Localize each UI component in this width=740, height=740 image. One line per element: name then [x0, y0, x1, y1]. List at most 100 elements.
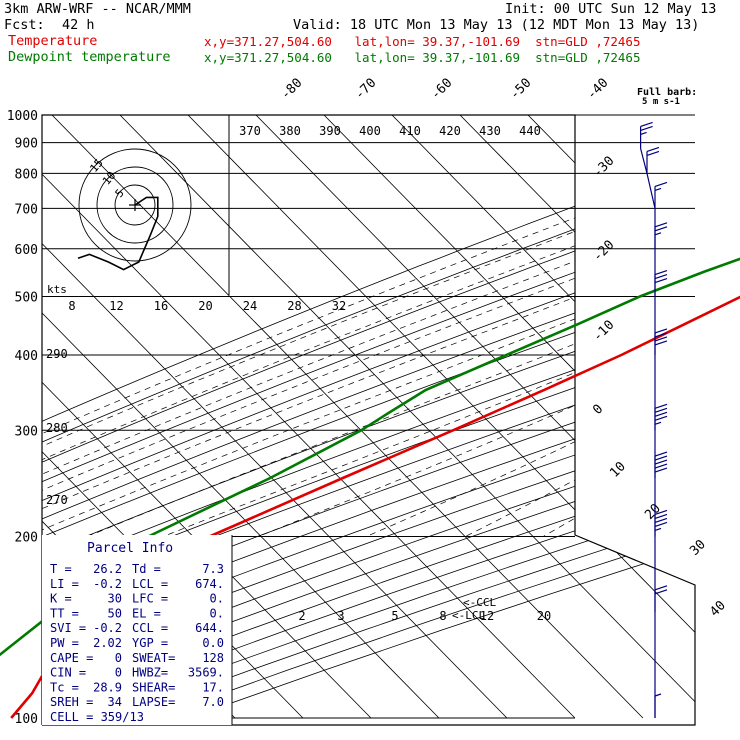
isotherm-label: 0 — [590, 402, 606, 418]
parcel-row: K = 30 LFC = 0. — [50, 592, 224, 606]
parcel-cell: 17. — [202, 680, 224, 694]
wind-barbs — [639, 121, 668, 718]
wind-barb-halfflag — [654, 693, 662, 697]
low-mixing-ratio-label: 5 — [391, 609, 398, 623]
parcel-cell: 30 — [108, 592, 122, 606]
wind-barb-flag — [654, 328, 668, 334]
parcel-cell: 50 — [108, 606, 122, 620]
parcel-cell: -0.2 — [93, 621, 122, 635]
theta-label: 410 — [399, 124, 421, 138]
parcel-cell: PW = — [50, 636, 79, 650]
wind-barb — [654, 693, 662, 718]
parcel-cell: EL = — [132, 606, 161, 620]
isotherm-line — [527, 115, 695, 719]
hodograph-ring — [96, 166, 174, 244]
parcel-cell: 0.0 — [202, 636, 224, 650]
wind-barb-flag — [654, 269, 668, 276]
wind-barb-flag — [654, 332, 668, 338]
low-mixing-ratio-label: 8 — [439, 609, 446, 623]
mixing-ratio-label: 20 — [198, 299, 212, 313]
wind-barb-flag — [654, 455, 668, 461]
pressure-label-700: 700 — [15, 202, 38, 217]
isotherm-line — [595, 115, 695, 719]
wind-barb-halfflag — [654, 421, 662, 425]
theta-label: 440 — [519, 124, 541, 138]
parcel-cell: 7.3 — [202, 562, 224, 576]
parcel-row: SREH = 34 LAPSE= 7.0 — [50, 695, 224, 709]
dry-adiabat — [42, 115, 695, 719]
wind-barb-halfflag — [654, 187, 662, 191]
wind-barb-flag — [646, 150, 660, 157]
pressure-label-500: 500 — [15, 291, 38, 306]
parcel-cell: 0 — [115, 666, 122, 680]
wind-barb — [654, 222, 668, 249]
parcel-cell: 26.2 — [93, 562, 122, 576]
dry-adiabat — [42, 115, 695, 719]
parcel-cell: T = — [50, 562, 72, 576]
theta-label: 380 — [279, 124, 301, 138]
wind-barb — [654, 451, 668, 479]
pressure-label-800: 800 — [15, 167, 38, 182]
wind-barb-flag — [654, 403, 668, 409]
moist-adiabat — [258, 115, 695, 537]
wind-barb-flag — [654, 226, 668, 232]
model-title: 3km ARW-WRF -- NCAR/MMM — [4, 1, 191, 17]
wind-barb-flag — [654, 459, 668, 465]
pressure-label-1000: 1000 — [7, 109, 38, 124]
wind-barb-flag — [654, 451, 668, 457]
parcel-cell: SHEAR= — [132, 680, 175, 694]
low-mixing-ratio-label: 2 — [298, 609, 305, 623]
lcl-marker: <-LCL — [452, 609, 485, 622]
parcel-row: Tc = 28.9 SHEAR= 17. — [50, 680, 224, 694]
isotherm-label: 40 — [707, 598, 729, 620]
parcel-cell: TT = — [50, 606, 79, 620]
isotherm-label: -50 — [507, 76, 534, 103]
isotherm-line — [187, 115, 695, 719]
dry-adiabat — [42, 115, 695, 719]
pressure-label-600: 600 — [15, 243, 38, 258]
dry-adiabat — [42, 115, 695, 719]
parcel-cell: SREH = — [50, 695, 93, 709]
parcel-row: PW = 2.02 YGP = 0.0 — [50, 636, 224, 650]
pressure-label-900: 900 — [15, 137, 38, 152]
wind-barb-flag — [654, 273, 668, 280]
legend-temperature-location: x,y=371.27,504.60 lat,lon= 39.37,-101.69… — [204, 34, 641, 49]
wind-barb-flag — [654, 181, 668, 187]
parcel-cell: 0 — [115, 651, 122, 665]
isotherm-label: -30 — [590, 154, 617, 181]
wind-barb-flag — [654, 521, 668, 528]
wind-barb-flag — [654, 336, 668, 342]
isotherm-label: -60 — [428, 76, 455, 103]
wind-barb — [654, 403, 668, 431]
dry-adiabat — [188, 115, 695, 719]
parcel-row: SVI = -0.2 CCL = 644. — [50, 621, 224, 635]
wind-barb-flag — [654, 222, 668, 228]
isotherm-label: -80 — [278, 76, 305, 103]
parcel-info-panel — [42, 535, 232, 725]
dry-adiabat — [42, 115, 695, 719]
parcel-cell: 34 — [108, 695, 122, 709]
barb-legend-units: 5 m s-1 — [642, 97, 680, 107]
pressure-label-300: 300 — [15, 424, 38, 439]
isotherm-line — [42, 115, 508, 719]
isotherm-label: -70 — [352, 76, 379, 103]
parcel-cell: 674. — [195, 577, 224, 591]
theta-e-label: 290 — [46, 347, 68, 361]
parcel-cell: LFC = — [132, 592, 168, 606]
parcel-cell: YGP = — [132, 636, 168, 650]
wind-barb-flag — [654, 467, 668, 473]
low-mixing-ratio-label: 20 — [537, 609, 551, 623]
barb-legend-title: Full barb: — [637, 87, 697, 98]
wind-barb — [639, 121, 653, 149]
parcel-cell: LI = — [50, 577, 79, 591]
isotherm-label: -40 — [584, 76, 611, 103]
dry-adiabat — [42, 115, 695, 719]
parcel-cell: 2.02 — [93, 636, 122, 650]
init-time: Init: 00 UTC Sun 12 May 13 — [505, 1, 717, 17]
theta-e-label: 270 — [46, 493, 68, 507]
mixing-ratio-label: 24 — [243, 299, 257, 313]
wind-barb — [654, 328, 668, 355]
isotherm-line — [255, 115, 695, 719]
parcel-row: T = 26.2 Td = 7.3 — [50, 562, 224, 576]
theta-label: 390 — [319, 124, 341, 138]
